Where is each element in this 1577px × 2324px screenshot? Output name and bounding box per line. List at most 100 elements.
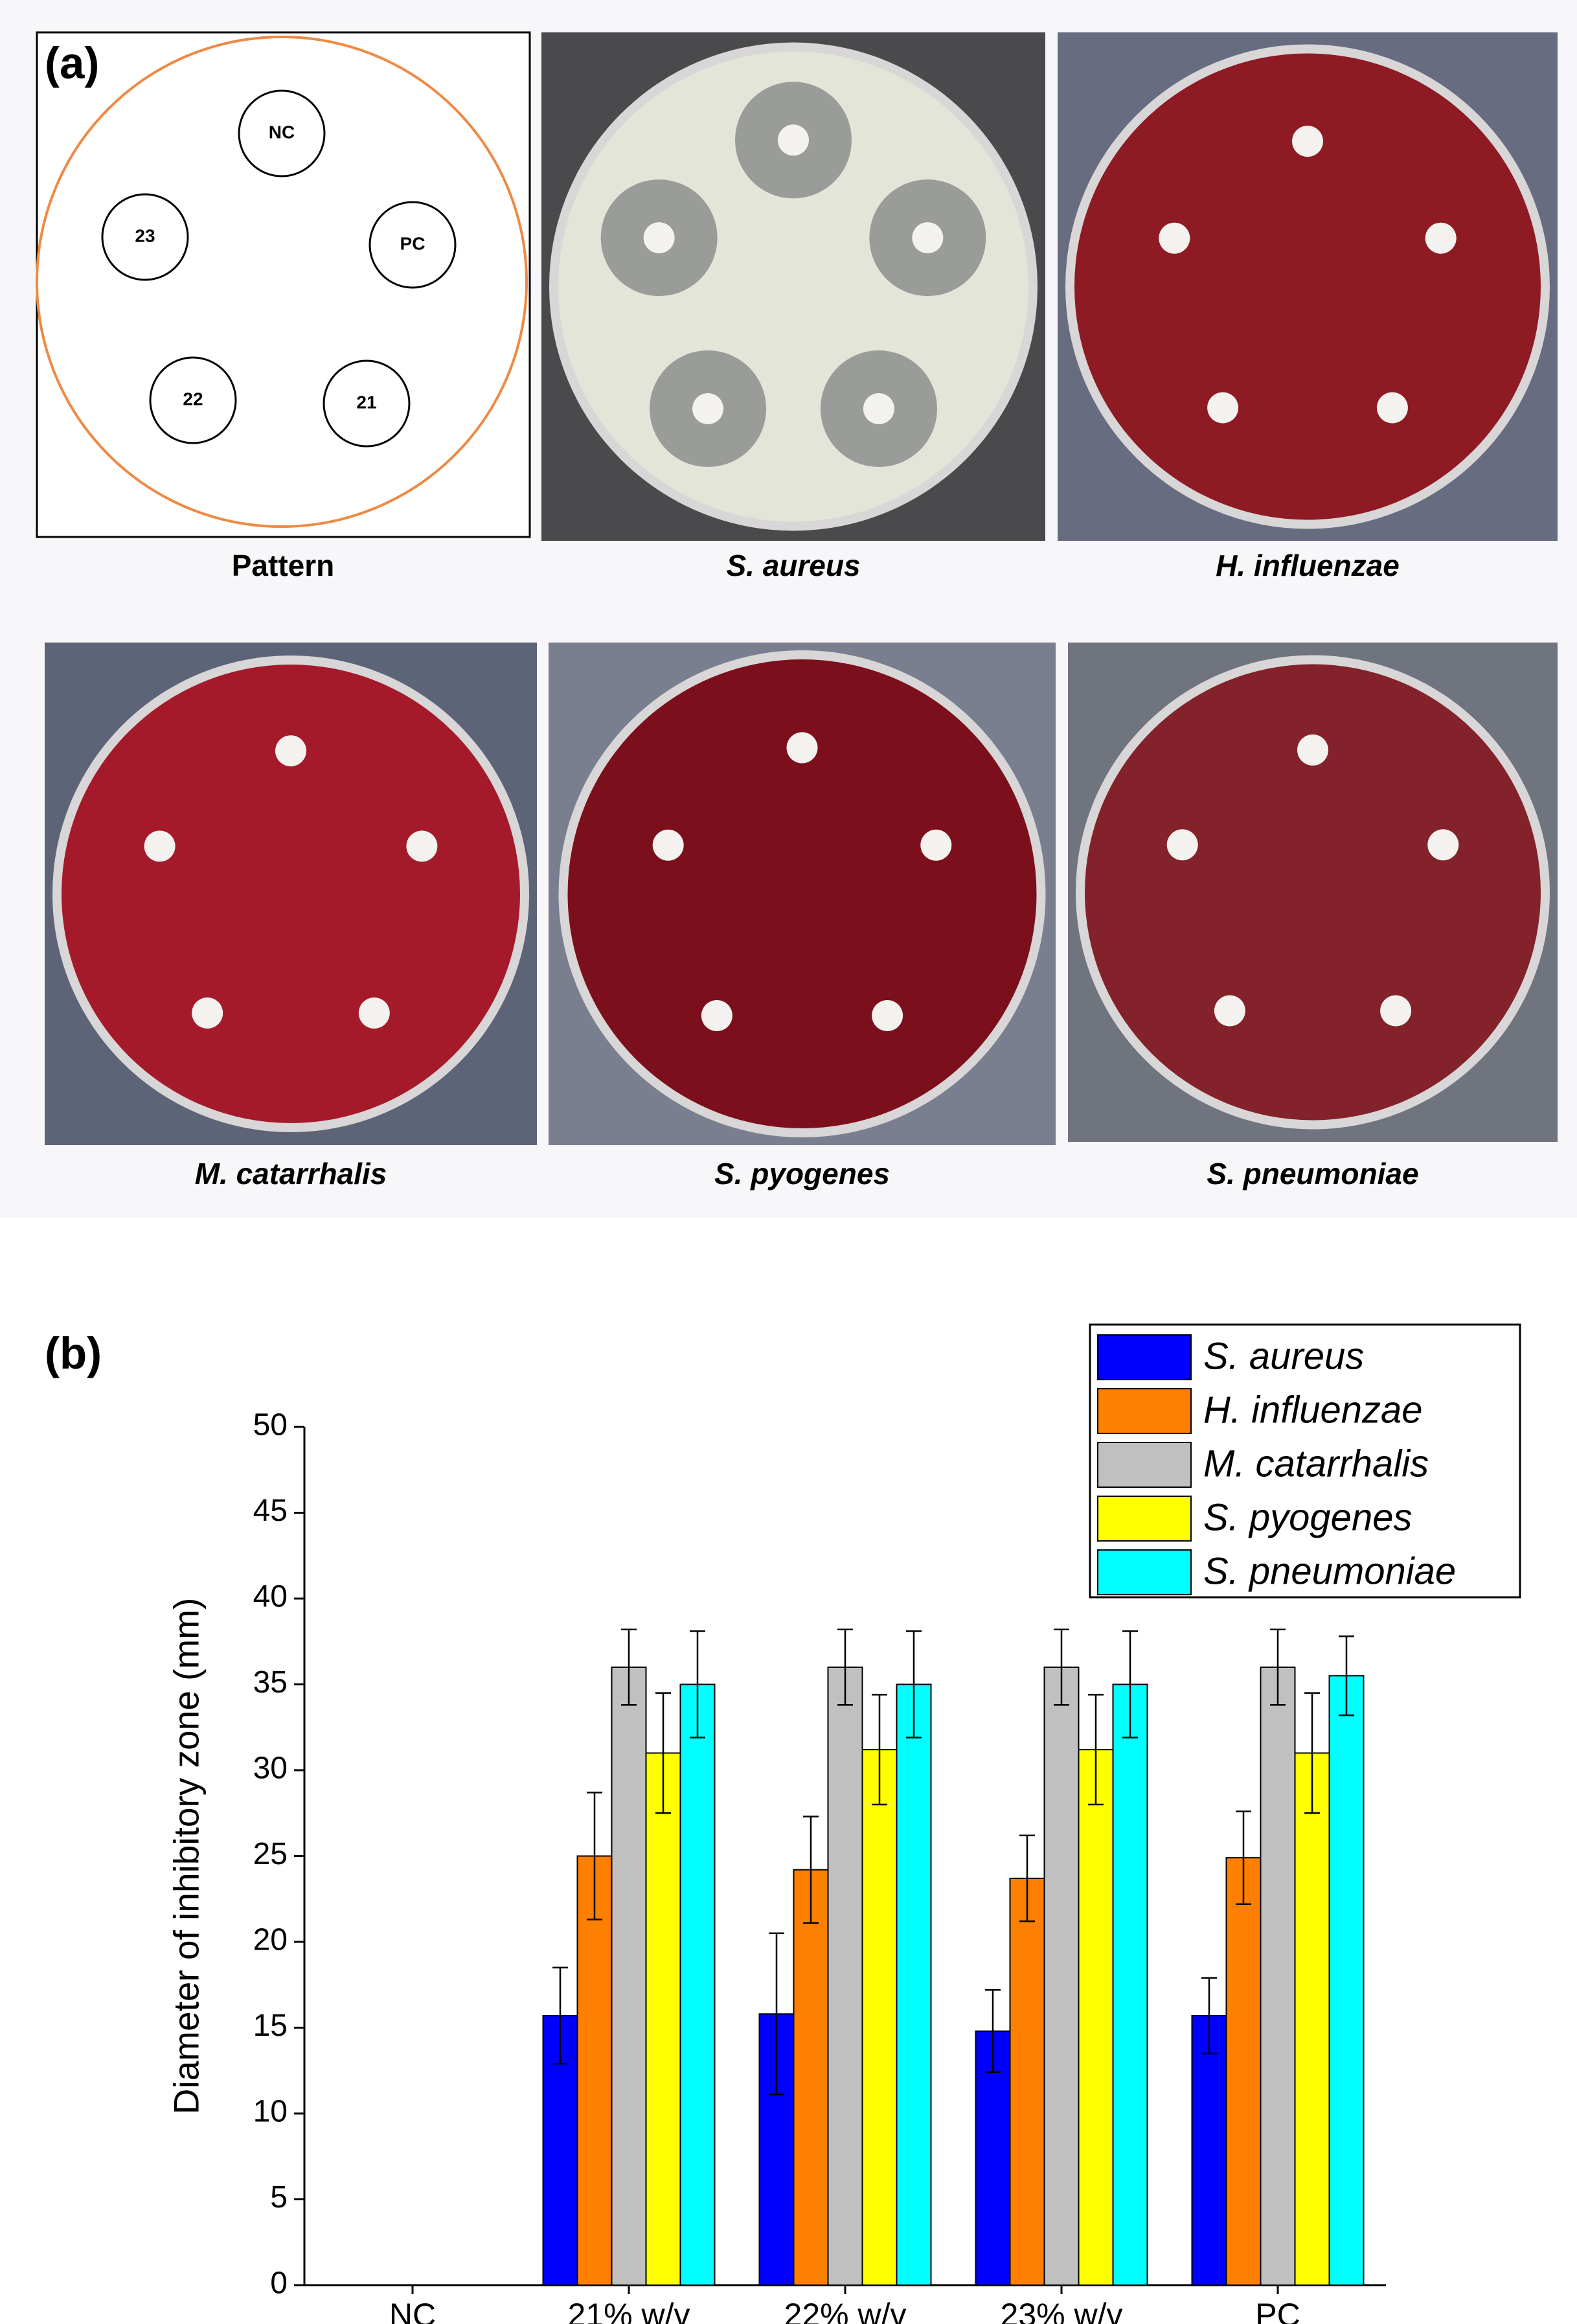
disc bbox=[1297, 734, 1328, 766]
legend-swatch bbox=[1097, 1496, 1192, 1542]
error-bar bbox=[1270, 1628, 1286, 1706]
legend-label: S. pyogenes bbox=[1203, 1496, 1412, 1538]
disc bbox=[1380, 995, 1412, 1027]
bar bbox=[793, 1869, 829, 2286]
error-bar bbox=[1054, 1628, 1069, 1706]
disc bbox=[358, 997, 390, 1029]
disc bbox=[1166, 829, 1198, 861]
y-tick-label: 25 bbox=[253, 1837, 288, 1871]
legend-label: S. aureus bbox=[1203, 1335, 1364, 1377]
bar bbox=[1225, 1857, 1262, 2286]
x-tick-label: NC bbox=[389, 2297, 436, 2324]
disc-label: PC bbox=[400, 233, 425, 253]
error-bar bbox=[621, 1628, 637, 1706]
bar bbox=[1260, 1667, 1296, 2286]
panel-label: (a) bbox=[45, 38, 99, 88]
error-bar bbox=[803, 1816, 819, 1924]
error-bar bbox=[655, 1692, 671, 1814]
plate-agar bbox=[62, 665, 520, 1123]
bar bbox=[1191, 2014, 1227, 2286]
y-tick-label: 20 bbox=[253, 1923, 288, 1957]
disc bbox=[1214, 995, 1245, 1027]
bar bbox=[827, 1667, 863, 2286]
disc bbox=[1425, 222, 1457, 254]
y-tick-label: 45 bbox=[253, 1494, 288, 1528]
error-bar bbox=[587, 1792, 602, 1920]
plate-agar bbox=[1074, 53, 1541, 520]
pattern-disc bbox=[238, 89, 326, 177]
x-tick-label: 21% w/v bbox=[568, 2297, 690, 2324]
caption: H. influenzae bbox=[1216, 549, 1400, 582]
panel-label: (b) bbox=[45, 1328, 102, 1378]
x-tick-label: 22% w/v bbox=[784, 2297, 907, 2324]
disc bbox=[863, 393, 894, 424]
x-tick-label: 23% w/v bbox=[1001, 2297, 1123, 2324]
error-bar bbox=[1236, 1810, 1251, 1905]
error-bar bbox=[769, 1932, 784, 2096]
disc bbox=[1376, 392, 1408, 424]
legend-swatch bbox=[1097, 1388, 1192, 1434]
error-bar bbox=[1339, 1635, 1354, 1716]
bar bbox=[1078, 1749, 1114, 2286]
disc bbox=[192, 997, 223, 1029]
bar bbox=[611, 1667, 647, 2286]
disc bbox=[1207, 392, 1239, 424]
y-tick-label: 30 bbox=[253, 1751, 288, 1786]
disc-label: NC bbox=[269, 122, 295, 142]
y-axis-label: Diameter of inhibitory zone (mm) bbox=[166, 1598, 207, 2115]
y-tick-label: 35 bbox=[253, 1665, 288, 1700]
bar bbox=[975, 2030, 1011, 2286]
disc bbox=[643, 222, 675, 254]
pattern-disc bbox=[369, 201, 457, 289]
pattern-disc bbox=[323, 359, 411, 448]
bar bbox=[1328, 1675, 1365, 2286]
error-bar bbox=[872, 1694, 887, 1806]
error-bar bbox=[1019, 1834, 1035, 1922]
error-bar bbox=[837, 1628, 853, 1706]
caption: S. pyogenes bbox=[714, 1157, 890, 1190]
disc bbox=[1292, 126, 1323, 157]
legend-swatch bbox=[1097, 1549, 1192, 1595]
error-bar bbox=[552, 1966, 568, 2065]
error-bar bbox=[1088, 1694, 1104, 1806]
disc bbox=[920, 829, 952, 861]
plate-agar bbox=[1085, 664, 1541, 1121]
y-tick-label: 15 bbox=[253, 2009, 288, 2043]
error-bar bbox=[1122, 1630, 1138, 1738]
legend-label: M. catarrhalis bbox=[1203, 1442, 1429, 1485]
legend-label: H. influenzae bbox=[1203, 1389, 1423, 1431]
caption: S. aureus bbox=[726, 549, 860, 582]
plate-agar bbox=[567, 659, 1037, 1128]
bar bbox=[645, 1752, 681, 2286]
disc bbox=[692, 393, 724, 424]
disc bbox=[406, 830, 438, 862]
legend-label: S. pneumoniae bbox=[1203, 1550, 1456, 1592]
pattern-disc bbox=[149, 356, 237, 444]
y-tick-label: 40 bbox=[253, 1580, 288, 1614]
bar bbox=[1043, 1667, 1080, 2286]
bar bbox=[679, 1683, 716, 2286]
y-tick-label: 5 bbox=[270, 2180, 288, 2215]
error-bar bbox=[1201, 1977, 1217, 2055]
pattern-disc bbox=[101, 193, 189, 281]
y-tick-label: 50 bbox=[253, 1408, 288, 1442]
disc bbox=[1159, 222, 1190, 254]
disc bbox=[778, 124, 809, 156]
disc-label: 22 bbox=[183, 389, 203, 409]
caption: S. pneumoniae bbox=[1207, 1157, 1418, 1190]
disc-label: 23 bbox=[135, 225, 155, 245]
error-bar bbox=[690, 1630, 705, 1738]
caption: M. catarrhalis bbox=[195, 1157, 387, 1190]
bar bbox=[896, 1683, 932, 2286]
disc bbox=[144, 830, 176, 862]
y-tick-label: 0 bbox=[270, 2266, 288, 2301]
caption: Pattern bbox=[232, 549, 334, 582]
disc-label: 21 bbox=[356, 392, 376, 412]
legend-swatch bbox=[1097, 1442, 1192, 1488]
disc bbox=[912, 222, 944, 254]
error-bar bbox=[906, 1630, 922, 1738]
bar bbox=[1112, 1683, 1148, 2286]
disc bbox=[652, 829, 684, 861]
